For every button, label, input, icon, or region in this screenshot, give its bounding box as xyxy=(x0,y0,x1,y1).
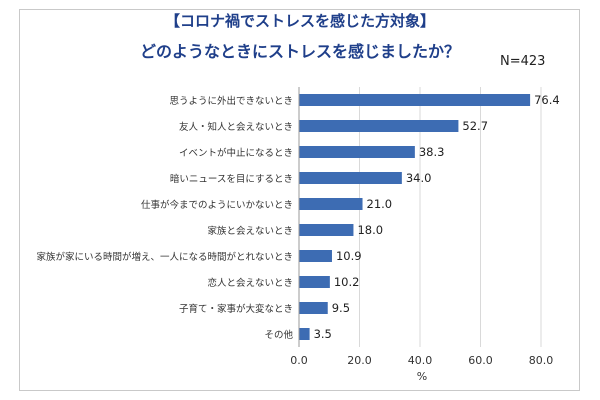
bar xyxy=(299,198,363,210)
value-label: 38.3 xyxy=(419,145,445,159)
x-tick-label: 40.0 xyxy=(408,354,433,367)
category-label: イベントが中止になるとき xyxy=(179,147,293,159)
x-tick-label: 0.0 xyxy=(290,354,308,367)
bar xyxy=(299,146,415,158)
category-label: 子育て・家事が大変なとき xyxy=(179,303,293,315)
bar xyxy=(299,94,531,106)
value-label: 34.0 xyxy=(406,171,432,185)
bar xyxy=(299,224,354,236)
chart-subtitle: どのようなときにストレスを感じましたか？ xyxy=(139,42,460,61)
bar xyxy=(299,328,310,340)
bar xyxy=(299,120,459,132)
bar xyxy=(299,250,332,262)
bar xyxy=(299,276,330,288)
bar xyxy=(299,172,402,184)
x-tick-label: 60.0 xyxy=(468,354,493,367)
category-label: 家族が家にいる時間が増え、一人になる時間がとれないとき xyxy=(36,251,293,263)
value-label: 76.4 xyxy=(534,93,560,107)
value-label: 9.5 xyxy=(332,301,350,315)
category-label: 思うように外出できないとき xyxy=(169,95,293,107)
x-tick-label: 20.0 xyxy=(347,354,372,367)
value-label: 52.7 xyxy=(462,119,488,133)
category-label: 恋人と会えないとき xyxy=(207,277,293,289)
value-label: 18.0 xyxy=(357,223,383,237)
x-tick-label: 80.0 xyxy=(529,354,554,367)
category-label: 家族と会えないとき xyxy=(207,225,293,237)
chart-title: 【コロナ禍でストレスを感じた方対象】 xyxy=(164,12,435,30)
value-label: 10.2 xyxy=(334,275,360,289)
bar xyxy=(299,302,328,314)
value-label: 10.9 xyxy=(336,249,362,263)
value-label: 21.0 xyxy=(367,197,393,211)
value-label: 3.5 xyxy=(314,327,332,341)
sample-size-label: N=423 xyxy=(500,54,546,69)
x-axis-label: % xyxy=(417,370,427,383)
category-label: その他 xyxy=(264,329,293,341)
category-label: 友人・知人と会えないとき xyxy=(179,121,293,133)
category-label: 仕事が今までのようにいかないとき xyxy=(141,199,293,211)
category-label: 暗いニュースを目にするとき xyxy=(170,173,293,185)
